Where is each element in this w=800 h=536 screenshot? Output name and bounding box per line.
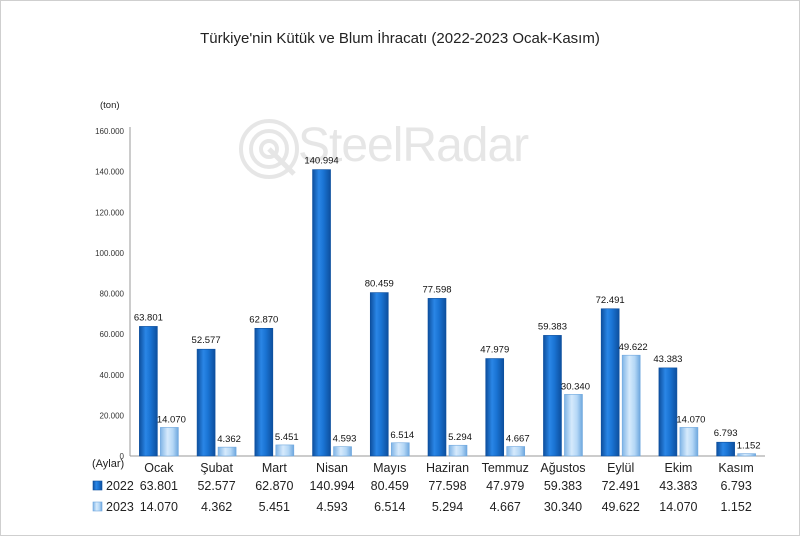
table-cell: 63.801 — [140, 479, 178, 493]
watermark-text: SteelRadar — [298, 119, 529, 172]
bar-2023 — [160, 427, 179, 457]
bar-2023 — [448, 444, 468, 457]
data-label-2023: 5.451 — [275, 432, 299, 443]
bar-2022 — [254, 327, 274, 457]
data-label-2023: 14.070 — [676, 414, 705, 425]
y-tick-label: 140.000 — [95, 168, 124, 177]
legend-series-name: 2022 — [106, 479, 134, 493]
table-cell: 43.383 — [659, 479, 697, 493]
y-tick-label: 160.000 — [95, 127, 124, 136]
steelradar-logo-icon — [239, 119, 299, 179]
bar-2022 — [196, 348, 216, 457]
data-label-2022: 6.793 — [714, 428, 738, 439]
table-cell: 5.294 — [432, 500, 463, 514]
table-cell: 80.459 — [371, 479, 409, 493]
table-cell: 52.577 — [197, 479, 235, 493]
bar-2023 — [737, 453, 756, 457]
data-label-2023: 30.340 — [561, 381, 590, 392]
x-category-label: Eylül — [607, 461, 634, 475]
y-tick-label: 20.000 — [100, 411, 125, 420]
bar-2022 — [139, 326, 158, 457]
table-cell: 62.870 — [255, 479, 293, 493]
bar-2022 — [658, 367, 678, 457]
x-category-label: Ocak — [144, 461, 174, 475]
table-cell: 140.994 — [309, 479, 354, 493]
y-tick-label: 100.000 — [95, 249, 124, 258]
y-tick-label: 80.000 — [100, 290, 125, 299]
bar-2022 — [427, 298, 447, 457]
bar-2023 — [506, 446, 526, 457]
table-cell: 5.451 — [259, 500, 290, 514]
table-cell: 1.152 — [720, 500, 751, 514]
table-cell: 4.362 — [201, 500, 232, 514]
data-label-2022: 59.383 — [538, 321, 567, 332]
bar-2023 — [564, 394, 583, 457]
x-category-label: Ağustos — [540, 461, 585, 475]
table-cell: 47.979 — [486, 479, 524, 493]
bar-2022 — [543, 335, 562, 457]
y-axis-unit-label: (ton) — [100, 100, 120, 111]
data-label-2023: 1.152 — [737, 441, 761, 452]
data-label-2022: 62.870 — [249, 314, 278, 325]
y-tick-label: 120.000 — [95, 208, 124, 217]
data-label-2022: 52.577 — [192, 335, 221, 346]
bar-2023 — [621, 354, 641, 457]
x-axis-label: (Aylar) — [92, 458, 125, 470]
table-cell: 72.491 — [602, 479, 640, 493]
data-label-2022: 80.459 — [365, 279, 394, 290]
data-label-2022: 63.801 — [134, 312, 163, 323]
table-cell: 4.667 — [490, 500, 521, 514]
data-label-2023: 49.622 — [619, 342, 648, 353]
y-tick-label: 60.000 — [100, 330, 125, 339]
data-label-2022: 72.491 — [596, 295, 625, 306]
chart-title: Türkiye'nin Kütük ve Blum İhracatı (2022… — [200, 30, 600, 47]
bar-2023 — [217, 446, 237, 457]
data-label-2022: 47.979 — [480, 345, 509, 356]
table-cell: 77.598 — [428, 479, 466, 493]
table-cell: 4.593 — [316, 500, 347, 514]
data-label-2023: 5.294 — [448, 432, 472, 443]
data-label-2023: 4.362 — [217, 434, 241, 445]
x-category-label: Kasım — [718, 461, 753, 475]
bar-2022 — [369, 292, 389, 457]
data-label-2022: 43.383 — [653, 354, 682, 365]
data-label-2023: 6.514 — [390, 430, 414, 441]
bar-2023 — [679, 427, 699, 457]
x-category-label: Şubat — [200, 461, 233, 475]
table-cell: 6.514 — [374, 500, 405, 514]
table-cell: 59.383 — [544, 479, 582, 493]
legend-swatch — [92, 501, 103, 512]
y-tick-label: 40.000 — [100, 371, 125, 380]
legend-series-name: 2023 — [106, 500, 134, 514]
data-label-2022: 77.598 — [422, 284, 451, 295]
x-category-label: Haziran — [426, 461, 469, 475]
table-cell: 14.070 — [140, 500, 178, 514]
bar-2023 — [390, 442, 410, 457]
data-label-2023: 14.070 — [157, 414, 186, 425]
table-cell: 14.070 — [659, 500, 697, 514]
table-cell: 49.622 — [602, 500, 640, 514]
y-tick-label: 0 — [120, 452, 125, 461]
table-cell: 6.793 — [720, 479, 751, 493]
bar-2022 — [600, 308, 620, 457]
data-label-2023: 4.667 — [506, 434, 530, 445]
legend-swatch — [92, 480, 103, 491]
x-category-label: Nisan — [316, 461, 348, 475]
table-cell: 30.340 — [544, 500, 582, 514]
data-label-2023: 4.593 — [333, 434, 357, 445]
bar-2022 — [716, 441, 735, 457]
x-category-label: Temmuz — [482, 461, 529, 475]
bar-2023 — [275, 444, 295, 457]
x-category-label: Ekim — [665, 461, 693, 475]
bar-2022 — [485, 358, 505, 457]
bar-2023 — [333, 446, 352, 457]
x-category-label: Mart — [262, 461, 288, 475]
x-category-label: Mayıs — [373, 461, 406, 475]
data-label-2022: 140.994 — [304, 156, 338, 167]
bar-2022 — [312, 169, 331, 457]
